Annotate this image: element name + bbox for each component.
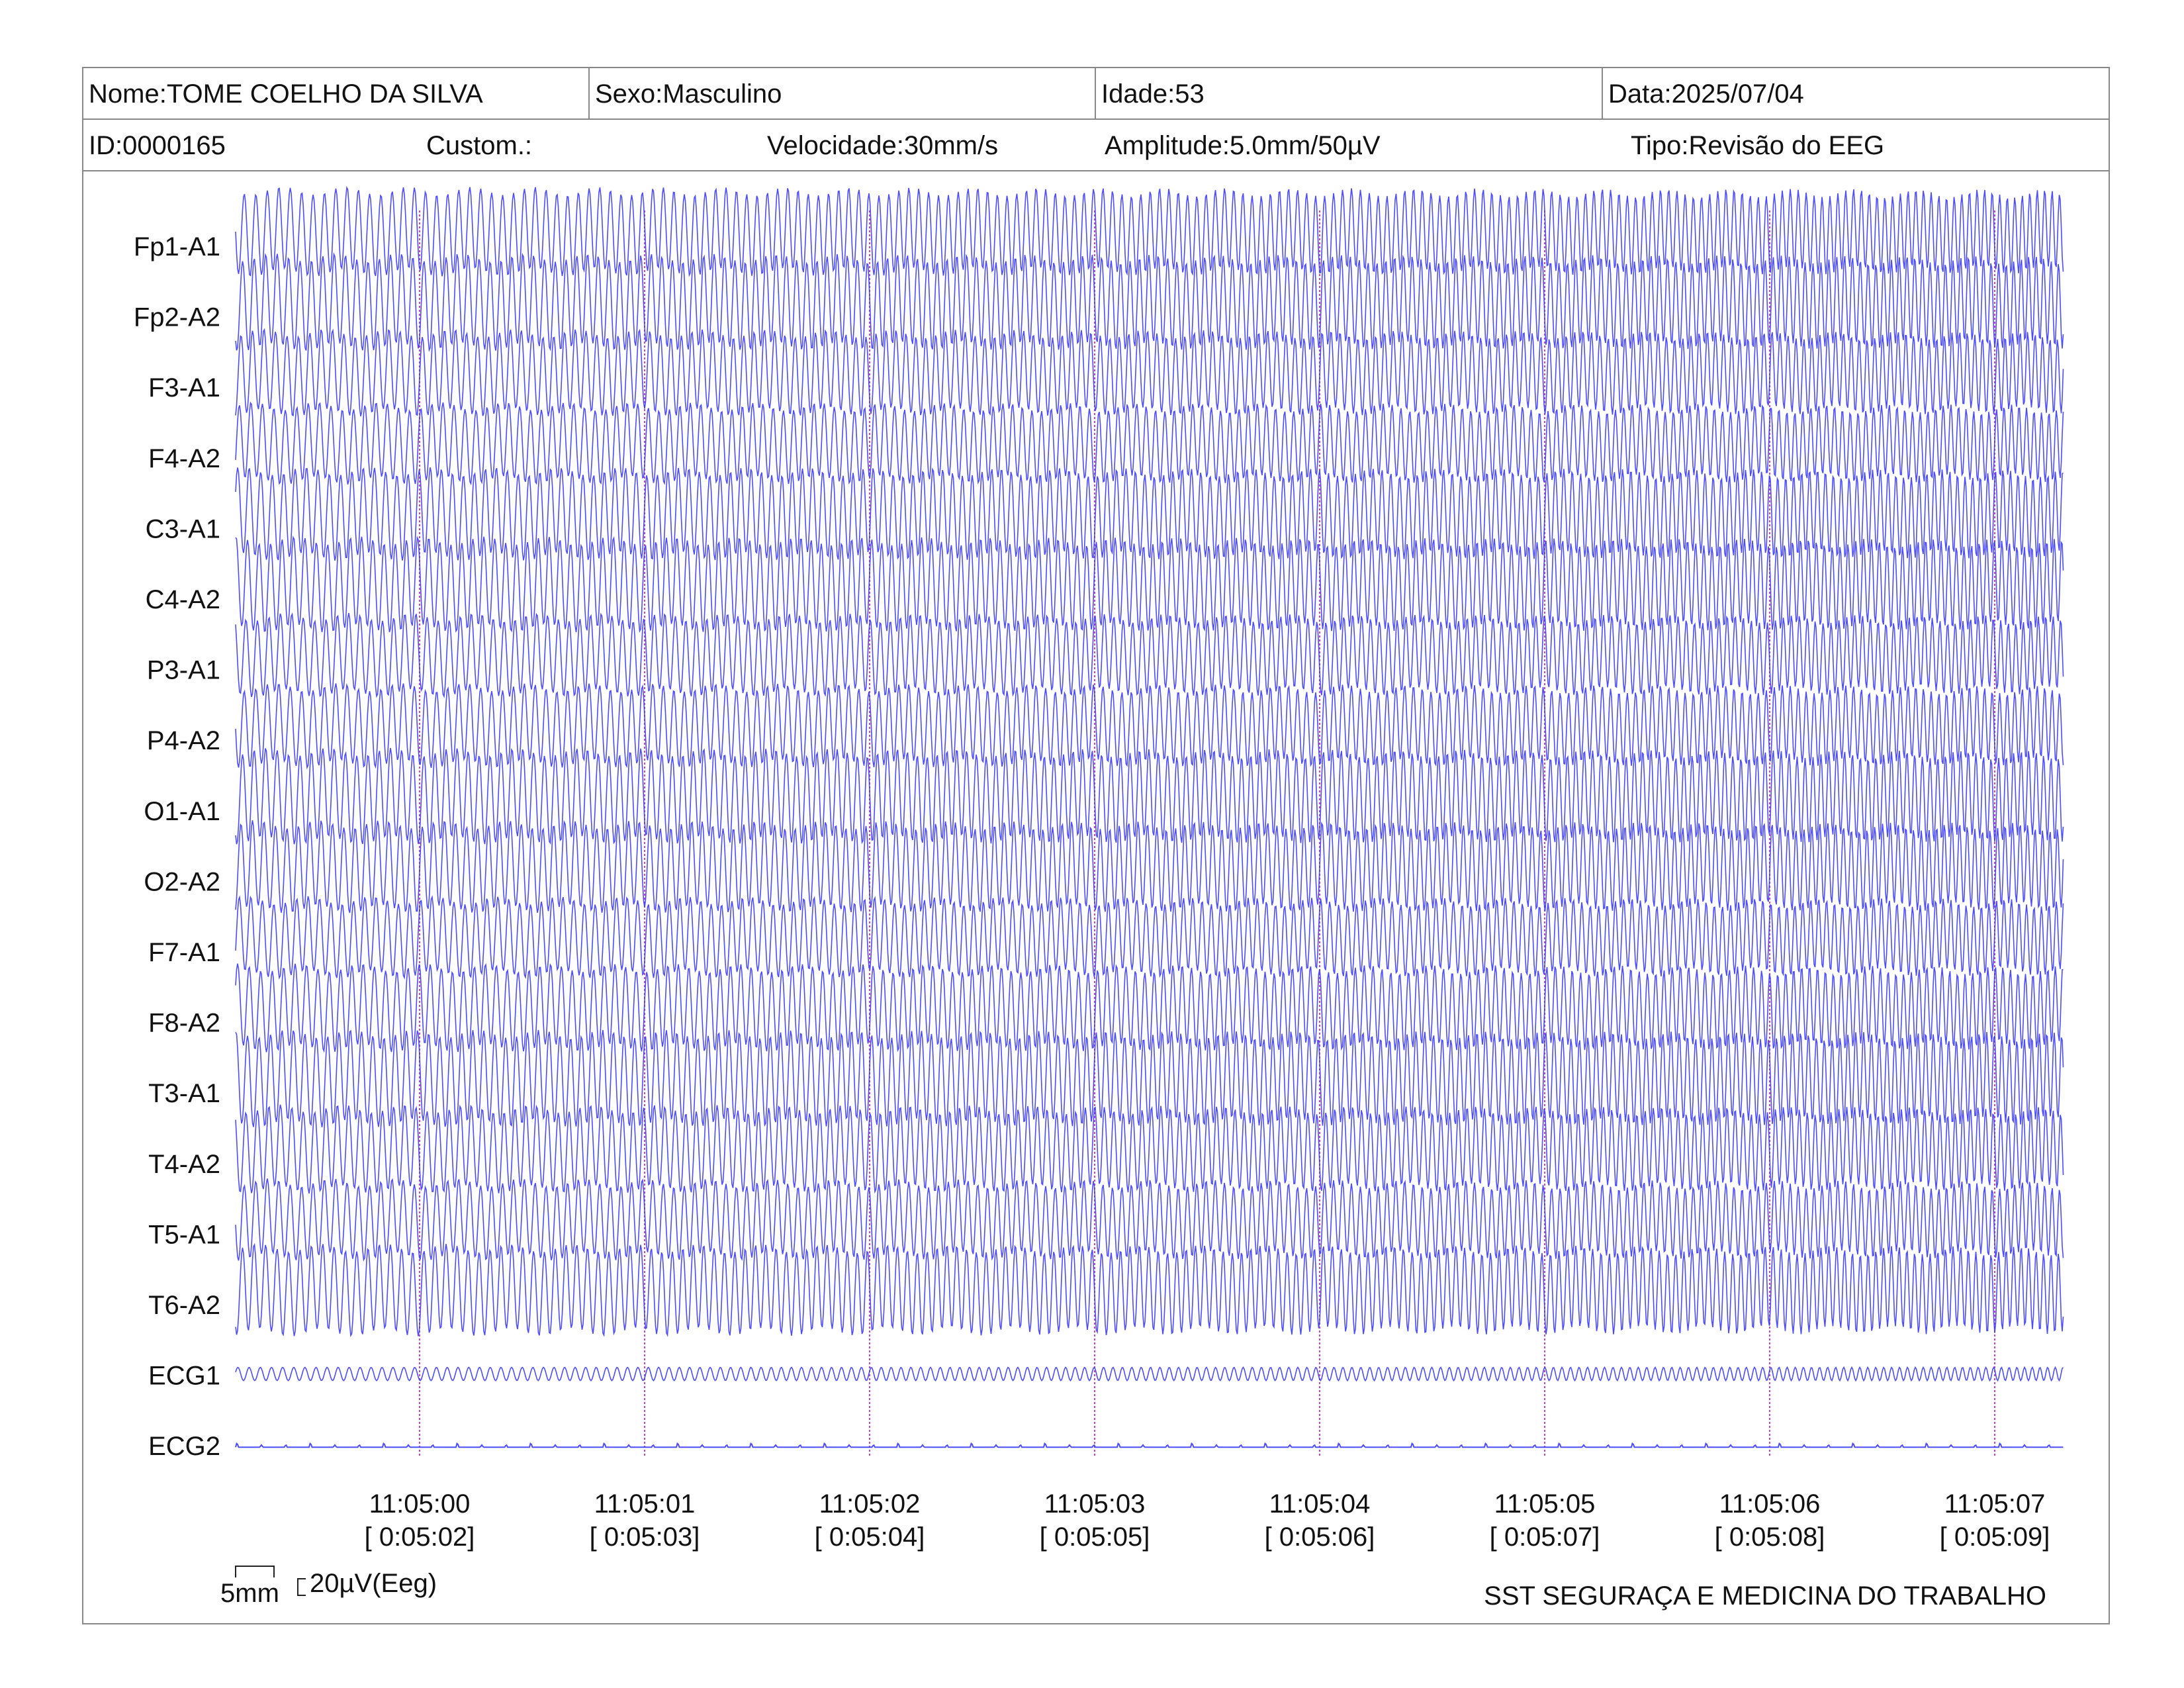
eeg-chart: Fp1-A1 Fp2-A2 F3-A1 F4-A2 C3-A1 C4-A2 P3-A1 P4-… [0, 0, 2184, 1688]
channel-label: ECG1 [148, 1362, 220, 1391]
time-mark-clock: 11:05:02 [819, 1489, 921, 1519]
time-mark-clock: 11:05:01 [594, 1489, 696, 1519]
channel-trace [236, 964, 2064, 1053]
time-mark-elapsed: [ 0:05:02] [365, 1523, 475, 1552]
company-name: SST SEGURAÇA E MEDICINA DO TRABALHO [1484, 1581, 2046, 1611]
channel-label: F3-A1 [148, 373, 220, 402]
time-mark-elapsed: [ 0:05:05] [1040, 1523, 1150, 1552]
eeg-traces [236, 187, 2064, 1448]
channel-label: C4-A2 [146, 585, 220, 614]
channel-labels: Fp1-A1 Fp2-A2 F3-A1 F4-A2 C3-A1 C4-A2 P3-A1 P4-… [134, 232, 220, 1461]
channel-label: Fp1-A1 [134, 232, 220, 261]
channel-trace [236, 820, 2064, 913]
channel-trace [236, 896, 2064, 978]
time-mark-elapsed: [ 0:05:03] [590, 1523, 700, 1552]
time-mark-clock: 11:05:07 [1944, 1489, 2046, 1519]
channel-label: Fp2-A2 [134, 303, 220, 332]
time-scale-label: 5mm [220, 1579, 279, 1608]
time-mark-elapsed: [ 0:05:04] [815, 1523, 925, 1552]
channel-label: C3-A1 [146, 514, 220, 543]
time-mark-clock: 11:05:04 [1269, 1489, 1371, 1519]
channel-label: O2-A2 [144, 867, 220, 896]
channel-trace [236, 330, 2064, 416]
time-mark-clock: 11:05:00 [369, 1489, 471, 1519]
time-mark-clock: 11:05:06 [1719, 1489, 1821, 1519]
channel-label: F8-A2 [148, 1009, 220, 1038]
scale-bar: 5mm 20µV(Eeg) [220, 1566, 437, 1608]
time-mark-clock: 11:05:03 [1044, 1489, 1146, 1519]
amplitude-scale-label: 20µV(Eeg) [310, 1569, 437, 1598]
channel-label: F4-A2 [148, 444, 220, 473]
channel-label: F7-A1 [148, 938, 220, 967]
channel-trace [236, 467, 2064, 561]
channel-label: T4-A2 [148, 1150, 220, 1179]
channel-label: T3-A1 [148, 1079, 220, 1108]
channel-label: T6-A2 [148, 1291, 220, 1320]
time-labels: 11:05:00 [ 0:05:02] 11:05:01 [ 0:05:03] 11:0… [365, 1489, 2050, 1552]
channel-label: T5-A1 [148, 1220, 220, 1249]
time-mark-clock: 11:05:05 [1494, 1489, 1596, 1519]
channel-trace [236, 1444, 2064, 1448]
time-mark-elapsed: [ 0:05:06] [1265, 1523, 1375, 1552]
channel-trace [236, 402, 2064, 485]
time-mark-elapsed: [ 0:05:07] [1490, 1523, 1600, 1552]
time-mark-elapsed: [ 0:05:08] [1715, 1523, 1825, 1552]
channel-trace [236, 1368, 2064, 1381]
channel-label: P4-A2 [147, 726, 220, 755]
channel-label: O1-A1 [144, 797, 220, 826]
channel-label: P3-A1 [147, 656, 220, 685]
time-mark-elapsed: [ 0:05:09] [1940, 1523, 2050, 1552]
channel-trace [236, 1244, 2064, 1336]
channel-label: ECG2 [148, 1432, 220, 1461]
